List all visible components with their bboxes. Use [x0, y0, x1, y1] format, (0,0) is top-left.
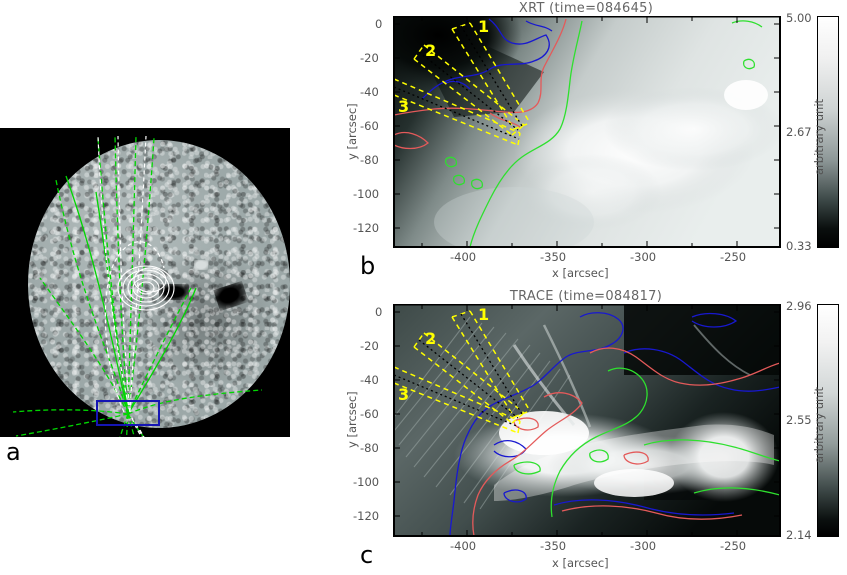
- fov-box-highlight: [96, 400, 160, 426]
- slit-label-3-panel-b: 3: [398, 97, 410, 116]
- panel-b-ytick-0: 0: [375, 17, 383, 31]
- panel-b-ylabel: y [arcsec]: [345, 103, 359, 160]
- panel-c-ytick-1: -20: [360, 339, 379, 353]
- panel-b-cbar-title: arbitrary unit: [812, 98, 826, 175]
- slit-label-1-panel-b: 1: [478, 17, 490, 36]
- panel-b-ytick-6: -120: [353, 221, 380, 235]
- panel-c-xtick-3: -250: [720, 539, 747, 553]
- panel-c-ytick-3: -60: [360, 407, 379, 421]
- panel-b-ytick-4: -80: [360, 153, 379, 167]
- panel-c-cbar-mid: 2.55: [786, 413, 812, 427]
- panel-b-ytick-5: -100: [353, 187, 380, 201]
- slit-label-1-panel-c: 1: [478, 305, 490, 324]
- panel-b-cbar-max: 5.00: [786, 11, 812, 25]
- panel-label-a: a: [6, 438, 21, 466]
- panel-c-xtick-1: -350: [540, 539, 567, 553]
- panel-b-cbar-mid: 2.67: [786, 125, 812, 139]
- trace-inner-ticks: [394, 305, 780, 536]
- panel-c-cbar-max: 2.96: [786, 299, 812, 313]
- panel-c-cbar-title: arbitrary unit: [812, 386, 826, 463]
- slit-label-3-panel-c: 3: [398, 385, 410, 404]
- plage-bright-region: [194, 260, 208, 270]
- panel-b-xtick-3: -250: [720, 250, 747, 264]
- panel-c-ytick-2: -40: [360, 373, 379, 387]
- panel-a-full-disk-magnetogram: [0, 128, 290, 437]
- panel-c-ylabel: y [arcsec]: [345, 391, 359, 448]
- panel-c-xtick-0: -400: [450, 539, 477, 553]
- xrt-inner-ticks: [394, 17, 780, 247]
- panel-b-title: XRT (time=084645): [518, 1, 654, 16]
- panel-b-ytick-3: -60: [360, 119, 379, 133]
- panel-b-ytick-1: -20: [360, 51, 379, 65]
- panel-c-ytick-0: 0: [375, 305, 383, 319]
- panel-c-xtick-2: -300: [630, 539, 657, 553]
- xrt-image-canvas: [394, 17, 780, 247]
- panel-c-colorbar: [817, 304, 839, 537]
- panel-b-xtick-0: -400: [450, 250, 477, 264]
- panel-c-ytick-4: -80: [360, 441, 379, 455]
- panel-b-xtick-2: -300: [630, 250, 657, 264]
- slit-label-2-panel-b: 2: [425, 41, 437, 60]
- panel-c-title: TRACE (time=084817): [509, 289, 663, 304]
- panel-b-ytick-2: -40: [360, 85, 379, 99]
- xrt-image-area: 1 2 3: [393, 16, 781, 248]
- panel-c-cbar-min: 2.14: [786, 528, 812, 542]
- panel-c-ytick-6: -120: [353, 509, 380, 523]
- panel-c-ytick-5: -100: [353, 475, 380, 489]
- panel-b-xlabel: x [arcsec]: [552, 266, 609, 280]
- trace-image-area: 1 2 3: [393, 304, 781, 537]
- magnetic-field-lines-overlay: [12, 135, 263, 437]
- trace-image-canvas: [394, 305, 780, 536]
- panel-label-c: c: [360, 541, 374, 569]
- panel-b-cbar-min: 0.33: [786, 239, 812, 253]
- panel-b-xtick-1: -350: [540, 250, 567, 264]
- solar-disk: [28, 140, 290, 428]
- slit-label-2-panel-c: 2: [425, 329, 437, 348]
- panel-b-colorbar: [817, 16, 839, 248]
- panel-label-b: b: [360, 252, 376, 280]
- panel-c-xlabel: x [arcsec]: [552, 556, 609, 570]
